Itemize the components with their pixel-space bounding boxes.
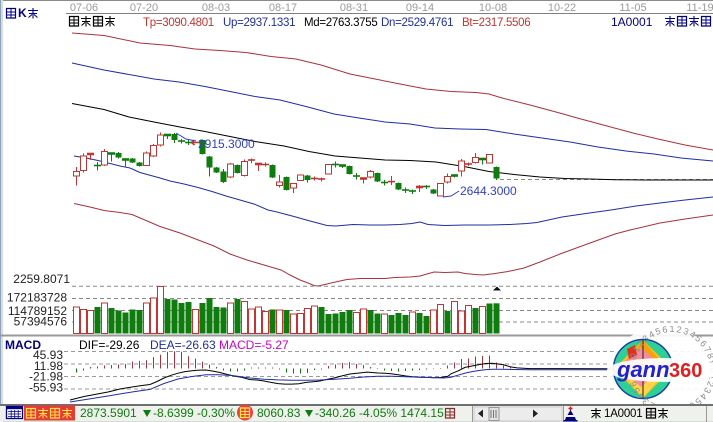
svg-text:10-22: 10-22 <box>548 2 576 14</box>
svg-text:MACD=-5.27: MACD=-5.27 <box>219 338 289 352</box>
svg-text:114789152: 114789152 <box>8 304 68 318</box>
svg-text:2915.3000: 2915.3000 <box>198 137 255 151</box>
svg-text:gann: gann <box>616 357 670 382</box>
svg-text:5: 5 <box>631 386 642 395</box>
svg-text:2873.5901: 2873.5901 <box>80 406 137 420</box>
svg-text:5: 5 <box>654 326 662 337</box>
svg-text:8: 8 <box>705 352 713 360</box>
svg-text:Bt=2317.5506: Bt=2317.5506 <box>462 17 530 29</box>
svg-text:-55.93: -55.93 <box>29 380 63 394</box>
svg-text:4: 4 <box>688 329 697 340</box>
svg-text:4: 4 <box>698 391 709 401</box>
svg-text:45.93: 45.93 <box>33 348 63 362</box>
svg-text:-340.26 -4.05% 1474.15: -340.26 -4.05% 1474.15 <box>315 406 444 420</box>
svg-text:5: 5 <box>693 333 703 344</box>
svg-text:-21.98: -21.98 <box>29 370 63 384</box>
svg-text:1: 1 <box>654 403 662 414</box>
svg-text:10-08: 10-08 <box>479 2 507 14</box>
svg-text:3: 3 <box>682 326 690 337</box>
svg-text:2644.3000: 2644.3000 <box>460 184 517 198</box>
svg-text:360: 360 <box>669 360 702 382</box>
svg-text:07-06: 07-06 <box>70 2 98 14</box>
svg-text:08-03: 08-03 <box>202 2 230 14</box>
svg-text:1: 1 <box>631 345 642 354</box>
svg-text:3: 3 <box>641 396 651 407</box>
svg-text:1A0001: 1A0001 <box>604 408 642 420</box>
svg-text:MACD: MACD <box>5 338 41 352</box>
svg-text:172183728: 172183728 <box>7 291 67 305</box>
svg-text:2: 2 <box>676 324 683 335</box>
svg-text:6: 6 <box>662 324 669 335</box>
svg-text:08-17: 08-17 <box>269 2 297 14</box>
svg-text:08-31: 08-31 <box>340 2 368 14</box>
svg-text:11.98: 11.98 <box>34 359 63 373</box>
svg-text:DEA=-26.63: DEA=-26.63 <box>150 338 216 352</box>
svg-text:3: 3 <box>641 333 651 344</box>
svg-text:Up=2937.1331: Up=2937.1331 <box>223 17 295 29</box>
svg-text:6: 6 <box>698 339 709 349</box>
svg-text:0: 0 <box>628 352 639 360</box>
svg-text:1A0001: 1A0001 <box>611 15 653 29</box>
svg-text:6: 6 <box>628 380 639 388</box>
svg-text:2: 2 <box>705 380 713 388</box>
svg-text:57394576: 57394576 <box>14 315 68 329</box>
svg-text:Tp=3090.4801: Tp=3090.4801 <box>143 17 214 29</box>
svg-text:07-20: 07-20 <box>130 2 158 14</box>
svg-text:09-14: 09-14 <box>406 2 434 14</box>
svg-text:8060.83: 8060.83 <box>257 406 301 420</box>
svg-text:1: 1 <box>669 324 674 334</box>
svg-text:Dn=2529.4761: Dn=2529.4761 <box>381 17 453 29</box>
svg-text:-8.6399 -0.30%: -8.6399 -0.30% <box>153 406 235 420</box>
svg-text:4: 4 <box>647 329 656 340</box>
svg-text:7: 7 <box>682 403 690 414</box>
svg-text:11-19: 11-19 <box>686 2 713 14</box>
svg-text:3: 3 <box>702 386 713 395</box>
svg-text:11-05: 11-05 <box>619 2 646 14</box>
svg-text:DIF=-29.26: DIF=-29.26 <box>79 338 140 352</box>
svg-text:6: 6 <box>688 400 697 411</box>
svg-text:5: 5 <box>693 396 703 407</box>
svg-text:K: K <box>18 6 27 20</box>
svg-text:7: 7 <box>702 345 713 354</box>
svg-text:4: 4 <box>635 391 646 401</box>
svg-text:2: 2 <box>635 339 646 349</box>
svg-text:Md=2763.3755: Md=2763.3755 <box>304 17 377 29</box>
svg-text:2: 2 <box>647 400 656 411</box>
svg-text:2259.8071: 2259.8071 <box>13 272 70 286</box>
